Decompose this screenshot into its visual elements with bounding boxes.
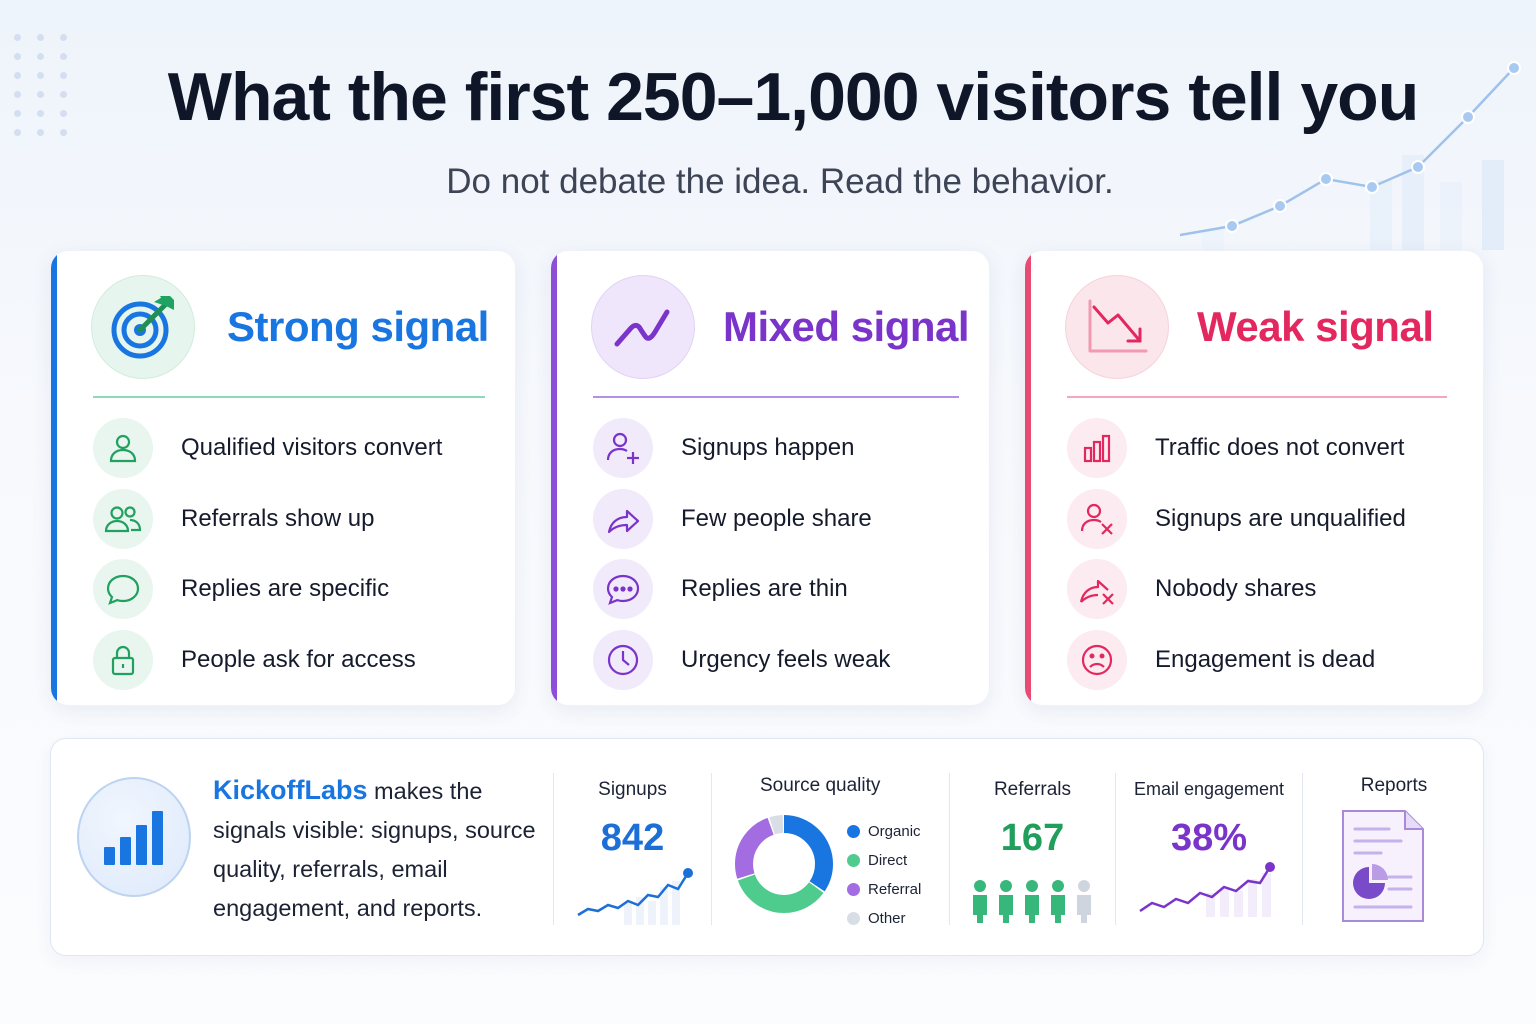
list-item: People ask for access <box>93 625 442 696</box>
strong-signal-card: Strong signal Qualified visitors convert… <box>50 250 516 706</box>
list-item: Few people share <box>593 484 890 555</box>
source-quality-metric: Source quality <box>712 739 949 957</box>
donut-segment-referral <box>735 815 833 913</box>
page-subtitle: Do not debate the idea. Read the behavio… <box>446 162 1114 201</box>
legend-item-other: Other <box>847 904 921 933</box>
growth-chart-decoration <box>1180 61 1521 250</box>
metric-label: Referrals <box>993 779 1072 800</box>
chat-dots-icon <box>593 559 653 620</box>
report-document-icon <box>1342 810 1424 922</box>
list-item: Referrals show up <box>93 484 442 555</box>
list-item: Signups happen <box>593 413 890 484</box>
bar-chart-icon <box>1067 418 1127 479</box>
list-item: Urgency feels weak <box>593 625 890 696</box>
source-quality-donut <box>735 815 833 913</box>
lock-icon <box>93 629 153 690</box>
chat-bubble-icon <box>93 559 153 620</box>
user-x-icon <box>1067 488 1127 549</box>
metric-value: 842 <box>600 817 665 859</box>
mixed-signal-card: Mixed signal Signups happen Few people s… <box>550 250 990 706</box>
metric-label: Email engagement <box>1133 779 1285 799</box>
legend-item-direct: Direct <box>847 846 921 875</box>
signups-sparkline <box>577 868 693 925</box>
list-item: Nobody shares <box>1067 554 1406 625</box>
bar-chart-logo-icon <box>77 777 191 897</box>
list-item: Replies are thin <box>593 554 890 625</box>
brand-name: KickoffLabs <box>213 775 368 805</box>
legend-item-organic: Organic <box>847 817 921 846</box>
people-icon-row <box>973 880 1091 923</box>
source-legend: Organic Direct Referral Other <box>847 817 921 933</box>
legend-item-referral: Referral <box>847 875 921 904</box>
metric-label: Signups <box>598 779 667 800</box>
clock-icon <box>593 629 653 690</box>
trend-line-icon <box>591 275 695 379</box>
card-title: Strong signal <box>227 303 489 350</box>
metric-value: 38% <box>1170 817 1248 859</box>
list-item: Traffic does not convert <box>1067 413 1406 484</box>
list-item: Engagement is dead <box>1067 625 1406 696</box>
metric-value: 167 <box>1000 817 1065 859</box>
kickofflabs-panel: KickoffLabs makes the signals visible: s… <box>50 738 1484 956</box>
trend-down-icon <box>1065 275 1169 379</box>
list-item: Qualified visitors convert <box>93 413 442 484</box>
user-plus-icon <box>593 418 653 479</box>
card-title: Weak signal <box>1197 303 1434 350</box>
weak-signal-card: Weak signal Traffic does not convert Sig… <box>1024 250 1484 706</box>
email-sparkline <box>1139 862 1275 917</box>
kickofflabs-description: KickoffLabs makes the signals visible: s… <box>213 775 536 921</box>
page-title: What the first 250–1,000 visitors tell y… <box>167 59 1419 135</box>
metric-label: Reports <box>1360 775 1428 796</box>
metric-label: Source quality <box>760 775 881 796</box>
list-item: Signups are unqualified <box>1067 484 1406 555</box>
target-icon <box>91 275 195 379</box>
email-engagement-metric: Email engagement 38% <box>1116 739 1302 957</box>
reports-metric: Reports <box>1303 739 1485 957</box>
user-icon <box>93 418 153 479</box>
share-x-icon <box>1067 559 1127 620</box>
sad-face-icon <box>1067 629 1127 690</box>
donut-segment-organic <box>735 815 833 913</box>
share-arrow-icon <box>593 488 653 549</box>
users-icon <box>93 488 153 549</box>
list-item: Replies are specific <box>93 554 442 625</box>
dot-grid-decoration <box>14 34 70 136</box>
card-title: Mixed signal <box>723 303 970 350</box>
referrals-metric: Referrals 167 <box>950 739 1115 957</box>
signups-metric: Signups 842 <box>554 739 711 957</box>
donut-segment-direct <box>735 815 833 913</box>
